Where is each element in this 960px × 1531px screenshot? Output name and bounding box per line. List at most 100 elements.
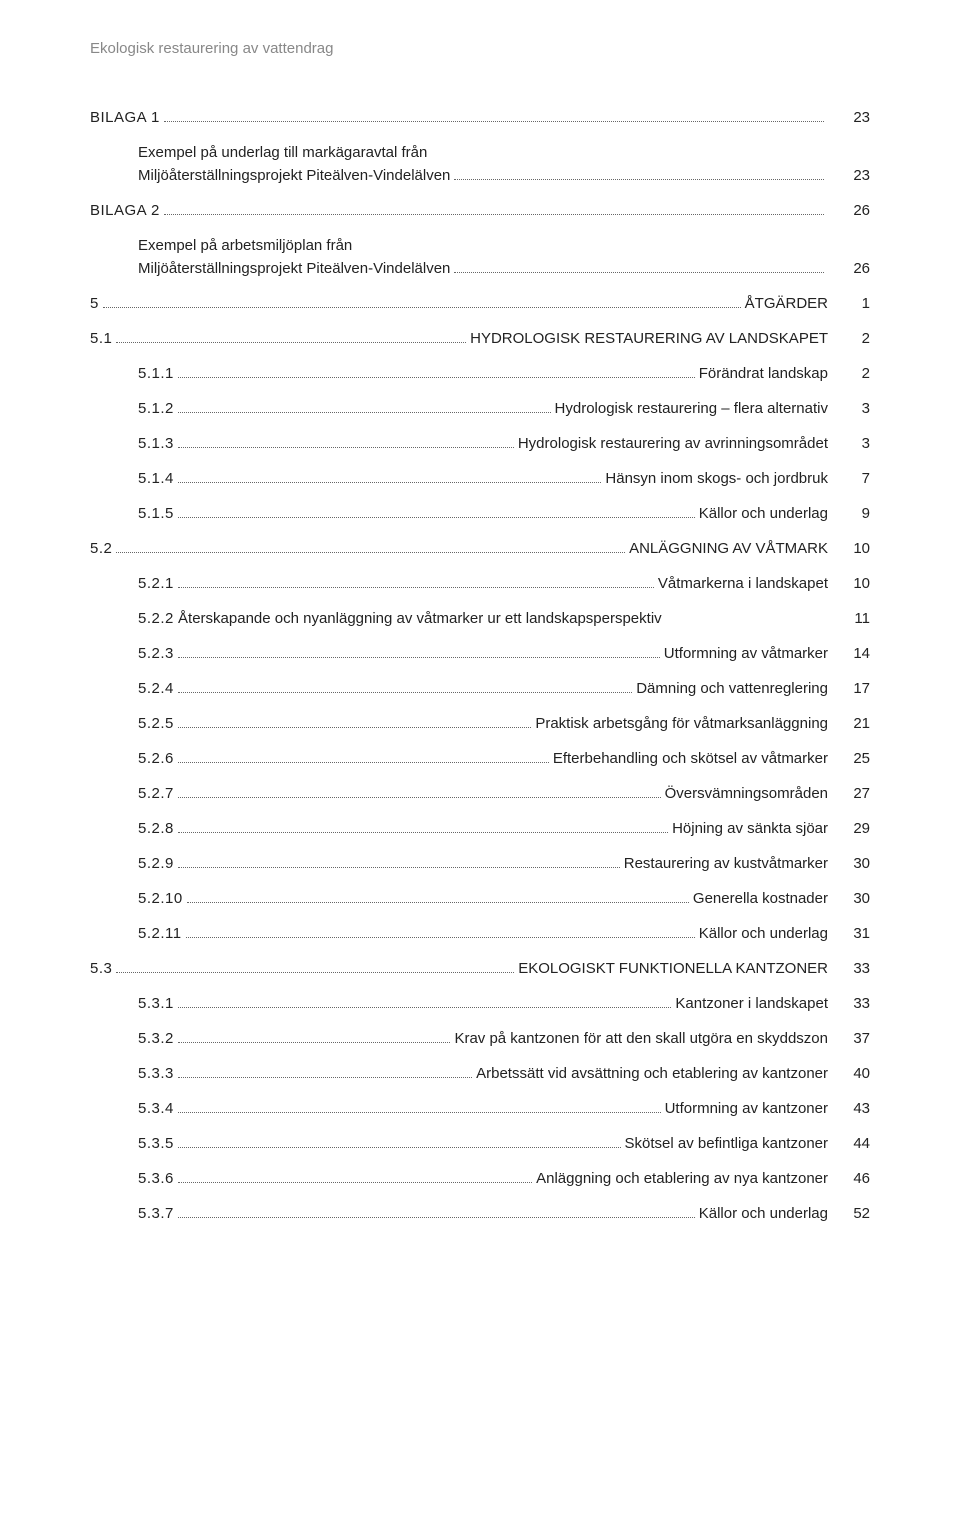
toc-entry-tail: Restaurering av kustvåtmarker 30 [624, 853, 870, 874]
toc-page-number: 23 [840, 107, 870, 128]
toc-entry-number: 5.2.8 [138, 820, 174, 837]
toc-entry-number: 5.3.6 [138, 1170, 174, 1187]
toc-entry-tail: Hydrologisk restaurering – flera alterna… [555, 398, 870, 419]
toc-entry: 5.2.4 Dämning och vattenreglering17 [90, 678, 870, 699]
toc-entry: 5.2.9Restaurering av kustvåtmarker30 [90, 853, 870, 874]
toc-entry-number: 5.2.6 [138, 750, 174, 767]
toc-leader [178, 1205, 695, 1218]
toc-entry-lead: 5.2.8 [138, 818, 174, 839]
toc-entry: 5.3.6Anläggning och etablering av nya ka… [90, 1168, 870, 1189]
toc-entry-tail: EKOLOGISKT FUNKTIONELLA KANTZONER33 [518, 958, 870, 979]
toc-entry-tail: Kantzoner i landskapet33 [675, 993, 870, 1014]
toc-entry: 5.3.7Källor och underlag52 [90, 1203, 870, 1224]
toc-leader [178, 1100, 661, 1113]
toc-entry-lead: 5.1.3 [138, 433, 174, 454]
toc-entry-title: Källor och underlag [699, 505, 828, 522]
toc-page-number: 21 [840, 713, 870, 734]
toc-entry-title: Höjning av sänkta sjöar [672, 820, 828, 837]
toc-entry-title: Kantzoner i landskapet [675, 995, 828, 1012]
toc-entry-title: Våtmarkerna i landskapet [658, 575, 828, 592]
toc-entry-title: Utformning av kantzoner [665, 1100, 828, 1117]
toc-entry-tail: Utformning av våtmarker14 [664, 643, 870, 664]
toc-entry-title: Förändrat landskap [699, 365, 828, 382]
toc-leader [164, 109, 824, 122]
toc-entry-title: Restaurering av kustvåtmarker [624, 855, 828, 872]
toc-entry: 5.2.6Efterbehandling och skötsel av våtm… [90, 748, 870, 769]
toc-leader [178, 1170, 532, 1183]
toc-entry: 5.2.7Översvämningsområden27 [90, 783, 870, 804]
toc-entry-number: 5.3.2 [138, 1030, 174, 1047]
toc-page-number: 3 [840, 398, 870, 419]
toc-entry-title: Källor och underlag [699, 1205, 828, 1222]
toc-entry-number: 5.2.1 [138, 575, 174, 592]
toc-entry-lead: 5.2.11 [138, 923, 182, 944]
toc-page-number: 26 [840, 258, 870, 279]
toc-desc-text: Miljöåterställningsprojekt Piteälven-Vin… [138, 258, 450, 279]
toc-page-number: 10 [840, 538, 870, 559]
toc-entry-number: 5.2 [90, 540, 112, 557]
toc-entry-title: HYDROLOGISK RESTAURERING AV LANDSKAPET [470, 330, 828, 347]
toc-entry-title: ÅTGÄRDER [745, 295, 828, 312]
toc-entry-lead: 5.3.3 [138, 1063, 174, 1084]
toc-entry-lead: 5.3.5 [138, 1133, 174, 1154]
toc-entry-tail: Dämning och vattenreglering17 [636, 678, 870, 699]
toc-leader [178, 1065, 472, 1078]
toc-entry-tail: Källor och underlag 9 [699, 503, 870, 524]
toc-page-number: 26 [840, 200, 870, 221]
toc-entry-title: ANLÄGGNING AV VÅTMARK [629, 540, 828, 557]
toc-entry-lead: 5.1.5 [138, 503, 174, 524]
toc-entry: BILAGA 226 [90, 200, 870, 221]
toc-entry-tail: 26 [828, 200, 870, 221]
toc-entry-tail: Höjning av sänkta sjöar29 [672, 818, 870, 839]
toc-page-number: 9 [840, 503, 870, 524]
toc-leader [116, 960, 514, 973]
toc-entry: 5.3.1 Kantzoner i landskapet33 [90, 993, 870, 1014]
toc-entry-number: 5.1.5 [138, 505, 174, 522]
toc-leader [116, 540, 625, 553]
toc-page-number: 10 [840, 573, 870, 594]
toc-page-number: 52 [840, 1203, 870, 1224]
toc-entry-title: Praktisk arbetsgång för våtmarksanläggni… [535, 715, 828, 732]
toc-page-number: 1 [840, 293, 870, 314]
toc-leader [178, 505, 695, 518]
toc-description: Exempel på arbetsmiljöplan frånMiljöåter… [90, 235, 870, 279]
toc-entry-lead: 5.2.3 [138, 643, 174, 664]
toc-entry-lead: 5.2 [90, 538, 112, 559]
toc-entry-number: 5.1.1 [138, 365, 174, 382]
toc-entry-tail: Krav på kantzonen för att den skall utgö… [454, 1028, 870, 1049]
toc-entry: 5.2.8 Höjning av sänkta sjöar29 [90, 818, 870, 839]
toc-desc-text: Exempel på arbetsmiljöplan från [138, 235, 352, 256]
toc-entry-lead: 5.3.1 [138, 993, 174, 1014]
toc-entry-title: Dämning och vattenreglering [636, 680, 828, 697]
toc-page-number: 23 [840, 165, 870, 186]
toc-entry-lead: 5.2.7 [138, 783, 174, 804]
toc-entry-number: 5.3.4 [138, 1100, 174, 1117]
toc-description: Exempel på underlag till markägaravtal f… [90, 142, 870, 186]
toc-page-number: 37 [840, 1028, 870, 1049]
toc-leader [178, 470, 602, 483]
toc-page-number: 11 [840, 608, 870, 629]
toc-leader [178, 575, 654, 588]
toc-desc-line: Miljöåterställningsprojekt Piteälven-Vin… [138, 258, 870, 279]
toc-entry: 5.3.5 Skötsel av befintliga kantzoner44 [90, 1133, 870, 1154]
toc-entry-tail: ANLÄGGNING AV VÅTMARK 10 [629, 538, 870, 559]
toc-page-number: 30 [840, 853, 870, 874]
toc-entry: 5.3.2 Krav på kantzonen för att den skall… [90, 1028, 870, 1049]
toc-entry: 5 ÅTGÄRDER 1 [90, 293, 870, 314]
toc-entry-number: 5.2.5 [138, 715, 174, 732]
toc-entry-title: Källor och underlag [699, 925, 828, 942]
toc-entry-title: Krav på kantzonen för att den skall utgö… [454, 1030, 828, 1047]
toc-entry-number: 5.3.1 [138, 995, 174, 1012]
toc-entry-lead: 5.3.4 [138, 1098, 174, 1119]
toc-page-number: 30 [840, 888, 870, 909]
toc-entry-tail: 11 [828, 608, 870, 629]
toc-page-number: 31 [840, 923, 870, 944]
toc-entry-tail: Skötsel av befintliga kantzoner44 [625, 1133, 870, 1154]
toc-entry-lead: 5.2.10 [138, 888, 183, 909]
toc-entry-tail: HYDROLOGISK RESTAURERING AV LANDSKAPET2 [470, 328, 870, 349]
toc-entry-title: Översvämningsområden [665, 785, 828, 802]
toc-leader [116, 330, 466, 343]
toc-entry-number: 5 [90, 295, 99, 312]
toc-entry-lead: 5.2.4 [138, 678, 174, 699]
toc-entry-number: 5.3.3 [138, 1065, 174, 1082]
